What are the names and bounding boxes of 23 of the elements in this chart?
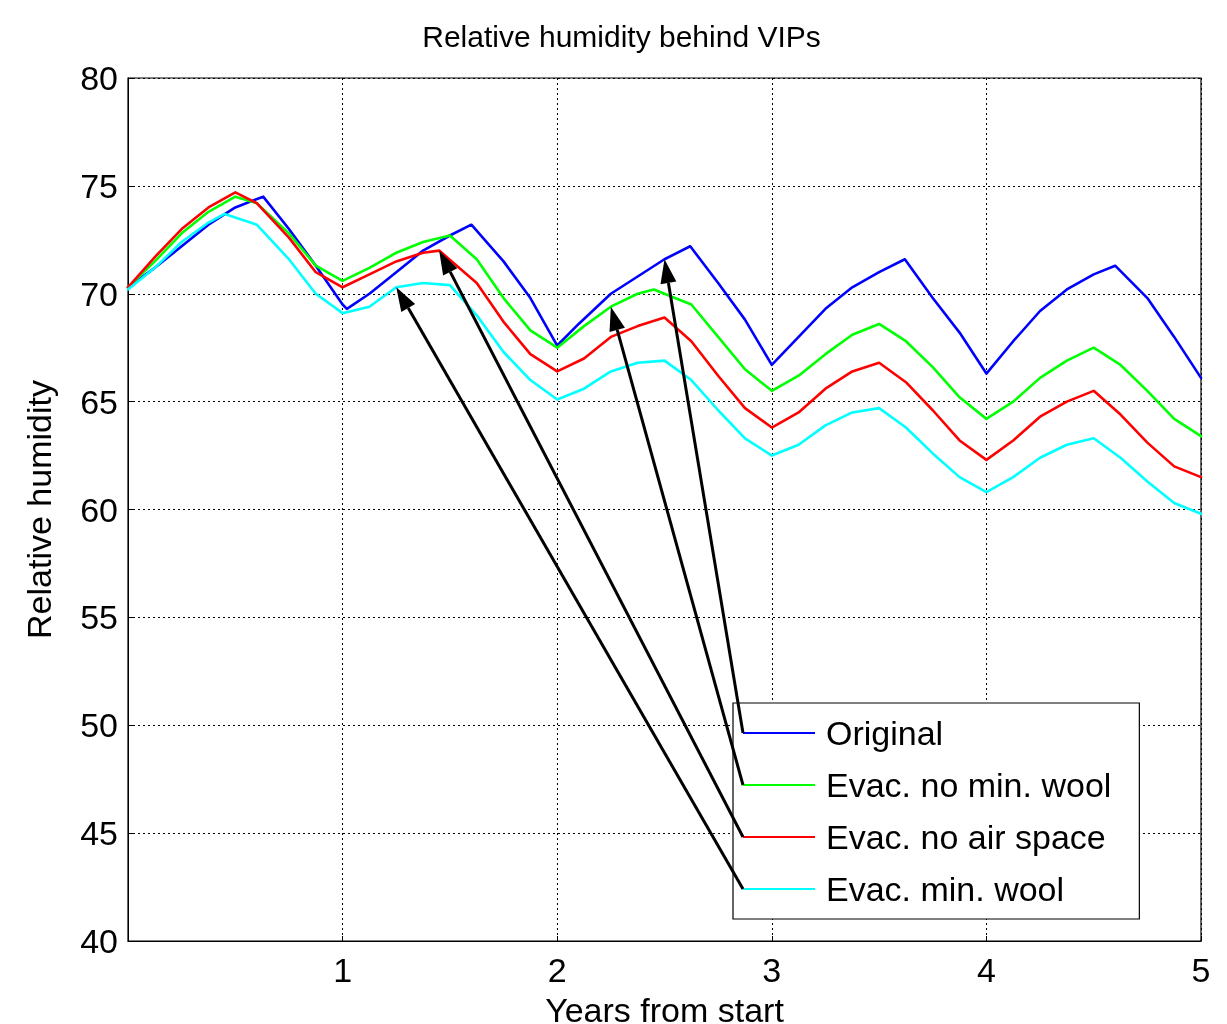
y-tick-label: 55 — [80, 598, 118, 637]
legend-label: Evac. no min. wool — [826, 766, 1112, 804]
line-series — [126, 212, 1203, 516]
y-tick-label: 75 — [80, 166, 118, 205]
legend-label: Original — [826, 714, 944, 752]
legend-label: Evac. no air space — [826, 818, 1106, 856]
x-tick-label: 3 — [762, 951, 782, 989]
y-tick-label: 40 — [80, 922, 118, 960]
x-tick-label: 5 — [1191, 951, 1211, 989]
y-tick-label: 60 — [80, 490, 118, 529]
y-tick-label: 45 — [80, 814, 118, 853]
y-tick-label: 65 — [80, 382, 118, 421]
x-tick-label: 1 — [333, 951, 353, 989]
x-axis-title: Years from start — [545, 991, 785, 1024]
line-series — [126, 191, 1203, 479]
x-tick-label: 4 — [976, 951, 996, 989]
y-tick-label: 80 — [80, 59, 118, 97]
chart-title: Relative humidity behind VIPs — [422, 19, 821, 53]
y-tick-label: 50 — [80, 706, 118, 745]
y-tick-label: 70 — [80, 274, 118, 313]
x-tick-label: 2 — [547, 951, 567, 989]
y-axis-title: Relative humidity — [20, 380, 58, 639]
legend-label: Evac. min. wool — [826, 870, 1065, 908]
